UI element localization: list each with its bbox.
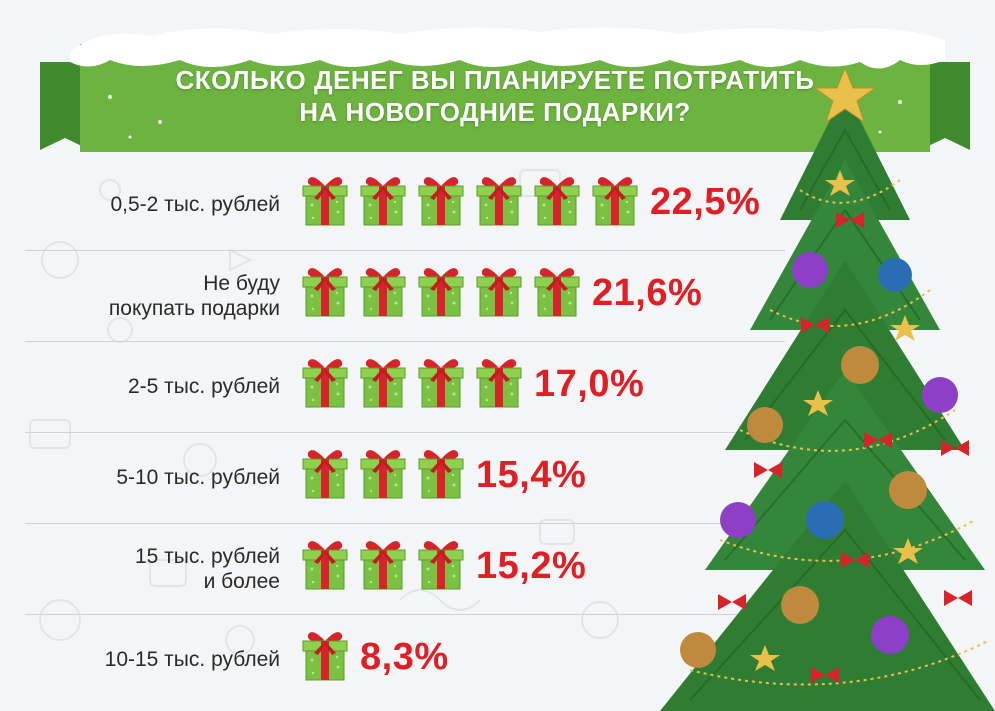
gift-box-icon [358, 263, 408, 317]
value-label: 21,6% [592, 272, 703, 314]
value-label: 15,4% [476, 454, 587, 496]
title-line-2: НА НОВОГОДНИЕ ПОДАРКИ? [299, 97, 691, 127]
value-label: 15,2% [476, 545, 587, 587]
row-divider [25, 614, 785, 615]
gift-box-icon [532, 172, 582, 226]
category-label-line: 15 тыс. рублей [134, 545, 280, 568]
gift-box-icon [358, 172, 408, 226]
chart-row: 10-15 тыс. рублей 8,3% [0, 615, 995, 705]
gift-box-icon [358, 536, 408, 590]
gift-box-icon [300, 536, 350, 590]
star-icon [813, 70, 877, 124]
category-label-line: 2-5 тыс. рублей [128, 375, 280, 398]
category-label-line: Не буду [203, 272, 280, 295]
value-label: 22,5% [650, 181, 761, 223]
category-label: 0,5-2 тыс. рублей [20, 192, 280, 217]
category-label: 5-10 тыс. рублей [20, 465, 280, 490]
value-label: 8,3% [360, 636, 449, 678]
category-label: Не буду покупать подарки [20, 271, 280, 321]
category-label: 2-5 тыс. рублей [20, 374, 280, 399]
gift-box-icon [416, 445, 466, 499]
gift-box-icon [300, 627, 350, 681]
chart-row: 2-5 тыс. рублей 17,0% [0, 342, 995, 433]
gift-box-icon [358, 445, 408, 499]
chart-row: 5-10 тыс. рублей 15,4% [0, 433, 995, 524]
gift-box-icon [358, 354, 408, 408]
category-label-line: 10-15 тыс. рублей [104, 648, 280, 671]
chart-row: Не буду покупать подарки 21,6% [0, 251, 995, 342]
gift-box-icon [416, 536, 466, 590]
gift-box-icon [474, 354, 524, 408]
row-divider [25, 341, 785, 342]
gift-box-icon [416, 172, 466, 226]
row-divider [25, 523, 785, 524]
category-label-line: 0,5-2 тыс. рублей [110, 193, 280, 216]
gift-box-icon [416, 354, 466, 408]
page-title: СКОЛЬКО ДЕНЕГ ВЫ ПЛАНИРУЕТЕ ПОТРАТИТЬ НА… [135, 64, 855, 128]
chart-row: 15 тыс. рублей и более 15,2% [0, 524, 995, 615]
gift-box-icon [416, 263, 466, 317]
value-label: 17,0% [534, 363, 645, 405]
gift-box-icon [300, 445, 350, 499]
gift-box-icon [300, 172, 350, 226]
row-divider [25, 432, 785, 433]
christmas-tree-icon [660, 70, 995, 711]
category-label-line: покупать подарки [108, 297, 280, 320]
snow-icon [108, 95, 902, 139]
category-label: 15 тыс. рублей и более [20, 544, 280, 594]
row-divider [25, 250, 785, 251]
category-label: 10-15 тыс. рублей [20, 647, 280, 672]
gift-box-icon [590, 172, 640, 226]
gift-box-icon [474, 172, 524, 226]
category-label-line: и более [203, 570, 280, 593]
gift-box-icon [300, 354, 350, 408]
gift-box-icon [300, 263, 350, 317]
chart-row: 0,5-2 тыс. рублей 22,5% [0, 160, 995, 251]
banner-ribbon [40, 27, 970, 152]
gift-box-icon [532, 263, 582, 317]
header-banner: СКОЛЬКО ДЕНЕГ ВЫ ПЛАНИРУЕТЕ ПОТРАТИТЬ НА… [40, 22, 970, 162]
gift-box-icon [474, 263, 524, 317]
title-line-1: СКОЛЬКО ДЕНЕГ ВЫ ПЛАНИРУЕТЕ ПОТРАТИТЬ [175, 65, 815, 95]
category-label-line: 5-10 тыс. рублей [116, 466, 280, 489]
